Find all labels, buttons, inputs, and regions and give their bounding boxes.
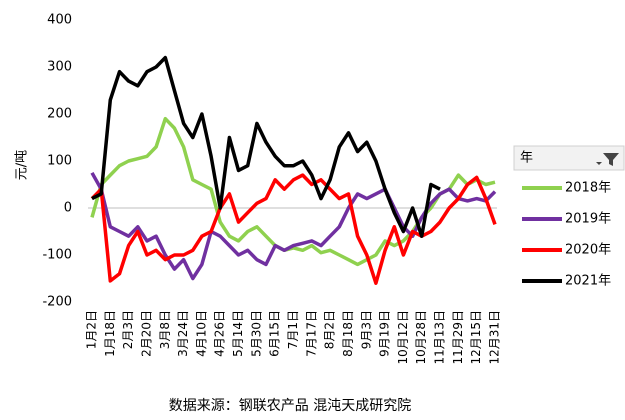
y-tick-label: 400: [47, 13, 72, 28]
x-tick-label: 6月15日: [268, 310, 282, 357]
x-tick-label: 1月18日: [103, 310, 117, 357]
x-tick-label: 10月28日: [414, 310, 428, 365]
filter-icon[interactable]: [603, 153, 619, 166]
source-note: 数据来源：钢联农产品 混沌天成研究院: [169, 398, 411, 414]
x-tick-label: 2月3日: [121, 310, 135, 349]
legend-label: 2018年: [565, 181, 611, 196]
series-line: [90, 173, 497, 285]
x-tick-label: 5月14日: [231, 310, 245, 357]
x-tick-label: 2月20日: [139, 310, 153, 357]
x-tick-label: 4月10日: [194, 310, 208, 357]
x-tick-label: 8月2日: [323, 310, 337, 349]
legend-label: 2020年: [565, 243, 611, 258]
y-tick-label: -200: [42, 295, 72, 310]
legend-label: 2021年: [565, 274, 611, 289]
x-tick-label: 12月15日: [469, 310, 483, 365]
dropdown-arrow[interactable]: [596, 162, 602, 165]
y-tick-label: 200: [47, 107, 72, 122]
y-tick-label: 300: [47, 60, 72, 75]
y-tick-label: 100: [47, 154, 72, 169]
y-tick-label: 0: [64, 201, 72, 216]
x-tick-label: 10月12日: [396, 310, 410, 365]
legend-label: 2019年: [565, 212, 611, 227]
legend-title: 年: [520, 151, 533, 166]
x-tick-label: 1月2日: [85, 310, 99, 349]
x-tick-label: 5月30日: [249, 310, 263, 357]
y-tick-label: -100: [42, 248, 72, 263]
series-line: [91, 55, 441, 238]
x-tick-label: 11月29日: [451, 310, 465, 365]
x-tick-label: 3月8日: [158, 310, 172, 349]
x-tick-label: 9月19日: [378, 310, 392, 357]
x-tick-label: 9月3日: [359, 310, 373, 349]
x-tick-label: 8月18日: [341, 310, 355, 357]
x-tick-label: 3月24日: [176, 310, 190, 357]
y-axis-label: 元/吨: [15, 150, 30, 180]
x-tick-label: 4月26日: [213, 310, 227, 357]
x-tick-label: 11月13日: [433, 310, 447, 365]
x-tick-label: 12月31日: [488, 310, 502, 365]
x-tick-label: 7月17日: [304, 310, 318, 357]
series-line: [90, 116, 496, 267]
x-tick-label: 7月1日: [286, 310, 300, 349]
legend-header[interactable]: [513, 145, 625, 171]
